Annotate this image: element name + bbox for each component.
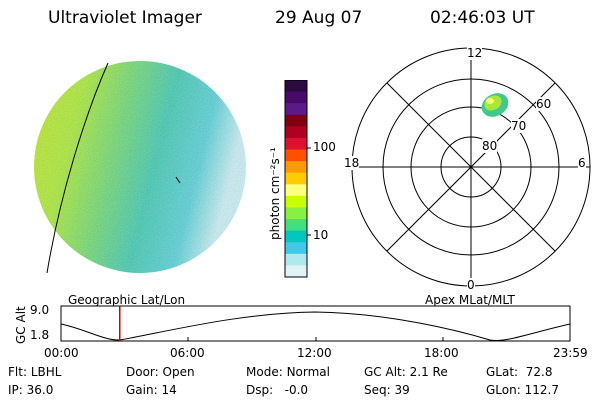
ip-label: IP: bbox=[8, 383, 23, 397]
timeline-axis-title: GC Alt bbox=[14, 306, 28, 344]
glat-value: 72.8 bbox=[525, 365, 553, 379]
polar-aurora-blob bbox=[481, 93, 509, 117]
colorbar-segment bbox=[285, 91, 307, 104]
timeline-xtick-0000: 00:00 bbox=[44, 346, 79, 360]
instrument-title: Ultraviolet Imager bbox=[48, 8, 202, 28]
mlt-label-6: 6 bbox=[578, 156, 586, 170]
colorbar-segment bbox=[285, 242, 307, 255]
colorbar-segment bbox=[285, 172, 307, 185]
flt-label: Flt: bbox=[8, 365, 27, 379]
mlt-label-0: 0 bbox=[467, 278, 475, 292]
gcalt-field: GC Alt: 2.1 Re bbox=[364, 365, 448, 379]
flt-value: LBHL bbox=[30, 365, 62, 379]
lat-label-80: 80 bbox=[482, 139, 498, 153]
lat-label-60: 60 bbox=[536, 97, 552, 111]
colorbar-unit-label: photon cm⁻²s⁻¹ bbox=[268, 147, 282, 240]
seq-label: Seq: bbox=[364, 383, 391, 397]
colorbar-segment bbox=[285, 103, 307, 116]
disk-noise bbox=[34, 61, 246, 273]
timeline-xtick-1800: 18:00 bbox=[424, 346, 459, 360]
color-scale-bar bbox=[284, 80, 311, 278]
colorbar-segment bbox=[285, 149, 307, 162]
timeline-xtick-1200: 12:00 bbox=[297, 346, 332, 360]
lat-label-70: 70 bbox=[511, 119, 527, 133]
colorbar-segment bbox=[285, 137, 307, 151]
gc-alt-curve bbox=[60, 311, 571, 342]
glat-field: GLat: 72.8 bbox=[486, 365, 552, 379]
mode-value: Normal bbox=[286, 365, 330, 379]
mlt-label-12: 12 bbox=[467, 46, 483, 60]
colorbar-frame bbox=[284, 80, 308, 278]
timeline-right-label: Apex MLat/MLT bbox=[425, 293, 515, 307]
earth-disk-image bbox=[34, 61, 246, 274]
door-field: Door: Open bbox=[126, 365, 195, 379]
timeline-left-label: Geographic Lat/Lon bbox=[68, 293, 186, 307]
door-value: Open bbox=[162, 365, 195, 379]
polar-axis-diag2 bbox=[386, 82, 556, 252]
polar-plot bbox=[351, 47, 591, 287]
dsp-field: Dsp: -0.0 bbox=[246, 383, 308, 397]
colorbar-tick-label-100: 100 bbox=[313, 140, 336, 154]
mlt-label-18: 18 bbox=[344, 156, 360, 170]
timeline-xtick-2359: 23:59 bbox=[553, 346, 588, 360]
flt-field: Flt: LBHL bbox=[8, 365, 61, 379]
glon-label: GLon: bbox=[486, 383, 521, 397]
ip-value: 36.0 bbox=[26, 383, 54, 397]
colorbar-segment bbox=[285, 114, 307, 127]
door-label: Door: bbox=[126, 365, 159, 379]
disk-marker bbox=[175, 176, 181, 184]
colorbar-segment bbox=[285, 265, 307, 278]
colorbar-segment bbox=[285, 219, 307, 232]
glon-field: GLon: 112.7 bbox=[486, 383, 559, 397]
seq-field: Seq: 39 bbox=[364, 383, 410, 397]
gcalt-label: GC Alt: bbox=[364, 365, 406, 379]
gain-label: Gain: bbox=[126, 383, 158, 397]
mode-label: Mode: bbox=[246, 365, 283, 379]
colorbar-segment bbox=[285, 207, 307, 220]
colorbar-segment bbox=[285, 184, 307, 197]
dsp-value: -0.0 bbox=[284, 383, 309, 397]
gain-field: Gain: 14 bbox=[126, 383, 177, 397]
seq-value: 39 bbox=[394, 383, 410, 397]
glon-value: 112.7 bbox=[524, 383, 559, 397]
colorbar-segment bbox=[285, 230, 307, 243]
mode-field: Mode: Normal bbox=[246, 365, 330, 379]
timeline-xtick-0600: 06:00 bbox=[170, 346, 205, 360]
colorbar-segment bbox=[285, 253, 307, 266]
timeline-ytick-1-8: 1.8 bbox=[30, 328, 50, 342]
colorbar-tick-label-10: 10 bbox=[313, 228, 329, 242]
colorbar-segment bbox=[285, 161, 307, 174]
date-label: 29 Aug 07 bbox=[275, 8, 363, 28]
ip-field: IP: 36.0 bbox=[8, 383, 53, 397]
glat-label: GLat: bbox=[486, 365, 519, 379]
gain-value: 14 bbox=[161, 383, 177, 397]
gcalt-value: 2.1 Re bbox=[409, 365, 448, 379]
dsp-label: Dsp: bbox=[246, 383, 274, 397]
timeline-frame bbox=[60, 305, 571, 342]
colorbar-segment bbox=[285, 80, 307, 93]
timeline-ytick-9: 9.0 bbox=[30, 303, 50, 317]
colorbar-segment bbox=[285, 195, 307, 208]
time-label: 02:46:03 UT bbox=[430, 8, 535, 28]
terminator-line bbox=[46, 62, 109, 274]
colorbar-segment bbox=[285, 126, 307, 139]
gc-alt-timeline-plot bbox=[60, 305, 571, 342]
